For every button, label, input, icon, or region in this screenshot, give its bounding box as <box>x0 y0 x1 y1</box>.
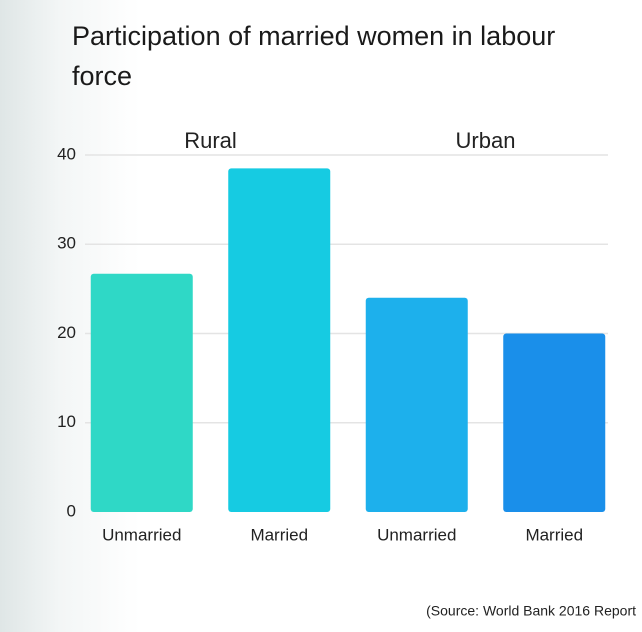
y-tick-label: 10 <box>57 412 76 431</box>
y-tick-label: 0 <box>67 501 76 520</box>
bar <box>228 168 331 512</box>
x-tick-label: Unmarried <box>377 525 456 544</box>
group-label: Rural <box>184 128 237 153</box>
x-tick-label: Unmarried <box>102 525 181 544</box>
bar <box>90 273 193 512</box>
y-tick-label: 30 <box>57 234 76 253</box>
y-tick-label: 20 <box>57 323 76 342</box>
bar <box>503 333 606 512</box>
x-tick-label: Married <box>250 525 308 544</box>
chart-title: Participation of married women in labour… <box>72 21 556 91</box>
group-label: Urban <box>456 128 516 153</box>
x-tick-label: Married <box>525 525 583 544</box>
source-note: (Source: World Bank 2016 Report <box>426 603 636 619</box>
y-tick-label: 40 <box>57 144 76 163</box>
bar <box>365 297 468 512</box>
